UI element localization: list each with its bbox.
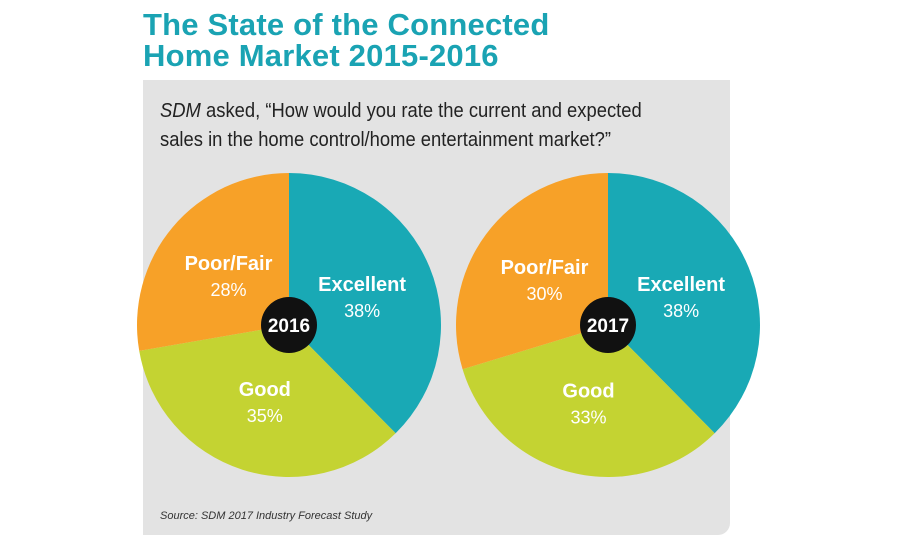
slice-value-good: 33% [570, 408, 606, 428]
slice-value-good: 35% [247, 406, 283, 426]
center-badge [261, 297, 317, 353]
slice-label-poor-fair: Poor/Fair [501, 257, 589, 279]
slice-label-good: Good [562, 381, 614, 403]
chart-title: The State of the Connected Home Market 2… [143, 9, 663, 71]
slice-poor-fair [456, 173, 608, 370]
slice-label-excellent: Excellent [318, 274, 406, 296]
title-line-2: Home Market 2015-2016 [143, 38, 499, 73]
question-text: asked, “How would you rate the current a… [160, 100, 642, 151]
slice-value-poor-fair: 30% [526, 284, 562, 304]
slice-label-poor-fair: Poor/Fair [185, 253, 273, 275]
slice-poor-fair [137, 173, 289, 351]
title-line-1: The State of the Connected [143, 7, 550, 42]
slice-value-excellent: 38% [344, 301, 380, 321]
slice-value-poor-fair: 28% [210, 280, 246, 300]
slice-good [139, 325, 396, 477]
slice-label-good: Good [239, 379, 291, 401]
source-note: Source: SDM 2017 Industry Forecast Study [160, 510, 373, 522]
slice-excellent [608, 173, 760, 434]
slice-excellent [289, 173, 441, 434]
pie-chart-2016: Excellent 38% Good 35% Poor/Fair 28% 2016 [137, 173, 441, 477]
center-year-label: 2017 [587, 316, 629, 337]
center-badge [580, 297, 636, 353]
survey-question: SDM asked, “How would you rate the curre… [160, 97, 675, 155]
slice-value-excellent: 38% [663, 301, 699, 321]
slice-good [462, 325, 715, 477]
question-prefix: SDM [160, 100, 201, 122]
center-year-label: 2016 [268, 316, 310, 337]
slice-label-excellent: Excellent [637, 274, 725, 296]
pie-chart-2017: Excellent 38% Good 33% Poor/Fair 30% 2017 [456, 173, 760, 477]
